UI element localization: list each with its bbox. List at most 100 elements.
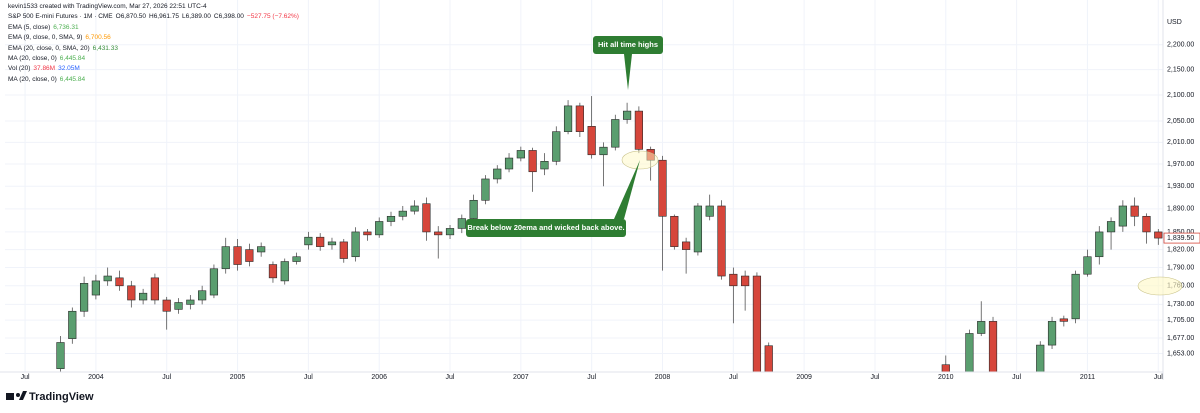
x-tick-label: Jul [446, 374, 455, 381]
x-tick-label: Jul [587, 374, 596, 381]
grid [5, 0, 1163, 372]
annotation-text: Hit all time highs [598, 40, 658, 49]
candle-body [658, 159, 667, 217]
candle-body [1142, 215, 1151, 233]
candle-body [292, 256, 301, 262]
candle-body [186, 299, 195, 305]
ohlc-value: −527.75 (−7.62%) [246, 13, 299, 21]
candle-body [764, 345, 773, 372]
currency: USD [1167, 19, 1182, 26]
candle-body [1118, 205, 1127, 227]
indicator: MA (20, close, 0) 6,445.84 [8, 75, 299, 85]
candle-body [410, 205, 419, 212]
candle-body [398, 210, 407, 217]
x-tick-label: Jul [729, 374, 738, 381]
x-tick-label: 2006 [371, 374, 387, 381]
y-tick-label: 1,790.00 [1167, 264, 1194, 271]
x-tick-label: 2007 [513, 374, 529, 381]
candle-body [670, 215, 679, 247]
candle-body [516, 150, 525, 159]
candle-body [622, 110, 632, 120]
indicator: Vol (20) 37.86M 32.05M [8, 64, 299, 74]
candle-body [1106, 221, 1116, 233]
candle-body [682, 241, 691, 250]
y-tick-label: 1,730.00 [1167, 301, 1194, 308]
candle-body [599, 146, 608, 156]
y-tick-label: 2,200.00 [1167, 42, 1194, 49]
indicator-label: EMA (20, close, 0, SMA, 20) [8, 44, 90, 52]
candle-body [445, 228, 455, 236]
candle-body [1130, 205, 1139, 217]
axes: 2,200.00 2,150.00 2,100.00 2,050.00 2,010.00… [21, 42, 1200, 381]
candle-body [139, 292, 148, 301]
highlight [1137, 276, 1183, 296]
x-tick-label: Jul [162, 374, 171, 381]
candle-body [941, 364, 950, 372]
candle-body [528, 150, 537, 173]
candle-body [434, 231, 443, 236]
candle-body [150, 277, 160, 301]
y-tick-label: 2,010.00 [1167, 139, 1194, 146]
candle-body [469, 199, 478, 219]
candle-body [56, 342, 65, 369]
indicator-value: 37.86M [33, 65, 56, 73]
indicator-value: 6,700.56 [85, 34, 111, 42]
indicator-value: 6,431.33 [92, 44, 118, 52]
brand: TradingView [29, 391, 94, 403]
indicator: EMA (9, close, 0, SMA, 9) 6,700.56 [8, 33, 299, 43]
candle-body [504, 157, 514, 170]
indicator-value: 6,445.84 [59, 55, 86, 63]
candle-body [752, 275, 762, 372]
candle-body [693, 205, 703, 253]
candle-body [79, 283, 89, 312]
last-price-tag [1163, 232, 1200, 244]
candle-body [115, 277, 124, 287]
candle-body [68, 310, 77, 339]
candle-body [363, 231, 372, 236]
candle-body [988, 321, 998, 372]
candle-body [587, 126, 596, 156]
x-tick-label: 2011 [1080, 374, 1095, 381]
candle-body [1083, 256, 1092, 275]
candle-body [493, 168, 502, 180]
candle-body [233, 246, 242, 265]
candle-body [1059, 318, 1068, 322]
candle-body [705, 205, 714, 217]
ohlc-value: H6,961.75 [149, 13, 179, 21]
ohlc-value: L6,389.00 [182, 13, 211, 21]
candle-body [717, 205, 726, 277]
x-tick-label: 2009 [796, 374, 812, 381]
y-tick-label: 1,653.00 [1167, 350, 1194, 357]
ohlc-value: O6,870.50 [115, 13, 146, 21]
candle-body [162, 299, 171, 312]
x-tick-label: 2004 [88, 374, 104, 381]
indicator-label: EMA (9, close, 0, SMA, 9) [8, 34, 83, 42]
legend: kevin1533 created with TradingView.com, … [8, 2, 299, 85]
candle-body [280, 261, 289, 282]
candle-body [422, 203, 431, 233]
candle-body [386, 215, 396, 222]
candle-body [351, 231, 360, 258]
candle-body [575, 105, 584, 132]
x-tick-label: 2008 [655, 374, 671, 381]
candle-body [268, 264, 278, 279]
annotation-text: Break below 20ema and wicked back above. [467, 223, 624, 232]
symbol-line: S&P 500 E-mini Futures · 1M · CME O6,870.… [8, 12, 299, 22]
candle-body [481, 178, 490, 201]
y-tick-label: 1,705.00 [1167, 317, 1194, 324]
indicator-value: 6,445.84 [59, 75, 86, 83]
candle-body [552, 131, 561, 162]
candle-body [257, 246, 266, 253]
y-tick-label: 1,850.00 [1167, 229, 1194, 236]
indicator-label: MA (20, close, 0) [8, 75, 57, 83]
y-tick-label: 1,677.00 [1167, 335, 1194, 342]
candle-body [221, 246, 230, 270]
candles [56, 96, 1163, 372]
x-tick-label: Jul [870, 374, 879, 381]
candle-body [198, 290, 207, 301]
candle-body [375, 221, 384, 236]
candle-body [540, 161, 549, 170]
candle-body [1154, 231, 1163, 239]
